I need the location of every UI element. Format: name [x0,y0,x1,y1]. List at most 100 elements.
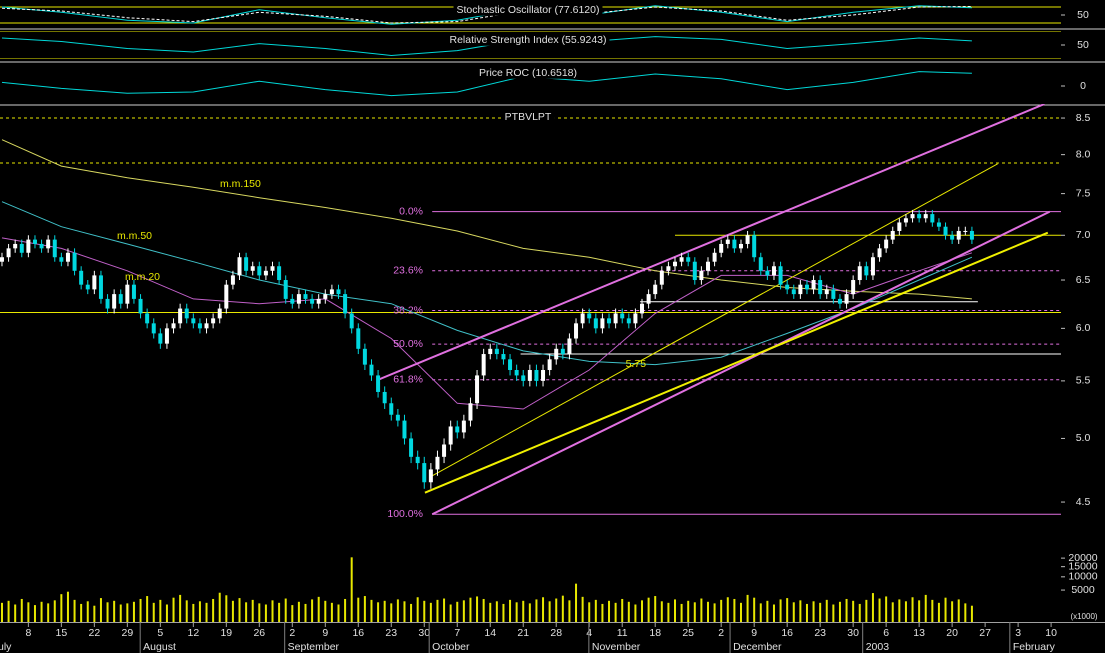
candle-body [336,289,341,295]
candle-body [798,284,803,295]
volume-bar [568,600,571,622]
volume-bar [284,598,287,622]
candle-body [804,284,809,290]
volume-bar [838,601,841,622]
candle-body [963,230,968,232]
volume-bar [264,604,267,622]
candle-body [633,313,638,324]
candle-body [303,294,308,299]
candle-body [270,266,275,271]
candle-body [349,313,354,329]
volume-bar [271,600,274,622]
volume-bar [726,597,729,622]
candle-body [936,222,941,227]
candle-body [877,248,882,258]
candle-body [395,414,400,421]
x-tick-label: 23 [385,627,397,639]
candle-body [547,359,552,371]
volume-bar [641,600,644,622]
candle-body [402,420,407,439]
candle-body [930,214,935,223]
indicator-line [1,71,972,97]
volume-bar [772,604,775,622]
x-tick-label: 29 [122,627,134,639]
volume-bar [621,598,624,622]
candle-body [237,257,242,276]
volume-bar [33,605,36,622]
candle-body [6,248,11,258]
title-bg [453,3,603,16]
candle-body [950,235,955,240]
candle-body [125,284,130,304]
volume-bar [937,602,940,622]
volume-bar [805,603,808,622]
volume-bar [357,597,360,622]
volume-bar [733,598,736,622]
candle-body [164,328,169,344]
volume-bar [746,594,749,622]
candle-body [428,469,433,483]
volume-bar [66,591,69,622]
volume-bar [482,598,485,622]
candle-body [903,218,908,223]
volume-bar [528,603,531,622]
candle-body [494,348,499,355]
volume-bar [871,593,874,622]
fib-label: 38.2% [393,304,423,316]
candle-body [870,257,875,276]
volume-bar [548,601,551,622]
volume-bar [449,604,452,622]
volume-bar [713,603,716,622]
volume-bar [291,605,294,622]
volume-bar [40,601,43,622]
volume-bar [456,601,459,622]
panel [1,71,972,97]
volume-bar [581,596,584,622]
y-tick-label: 0 [1080,80,1086,92]
candle-body [257,266,262,276]
volume-bar [251,599,254,622]
volume-bar [225,595,228,622]
volume-bar [238,598,241,622]
volume-bar [918,600,921,622]
candle-body [890,230,895,240]
volume-bar [410,603,413,622]
candle-body [884,239,889,249]
volume-bar [218,592,221,622]
volume-bar [350,557,353,622]
candle-body [620,313,625,319]
x-tick-label: 21 [517,627,529,639]
panel-title: Stochastic Oscillator (77.6120) [457,4,600,16]
volume-bar [436,599,439,622]
y-tick-label: 6.0 [1076,322,1091,334]
candle-body [171,323,176,329]
volume-bar [27,602,30,622]
candle-body [501,354,506,360]
volume-bar [509,599,512,622]
y-tick-label: 7.0 [1076,229,1091,241]
candle-body [13,243,18,249]
volume-bar [489,602,492,622]
panel [0,557,973,622]
candle-body [442,444,447,457]
unit-label: (x1000) [1070,612,1097,621]
fib-label: 0.0% [399,205,423,217]
candle-body [151,323,156,334]
volume-bar [370,599,373,622]
title-bg [475,66,581,79]
volume-bar [575,583,578,622]
ma-label: m.m.20 [125,271,160,283]
candle-body [382,391,387,404]
y-tick-label: 7.5 [1076,187,1091,199]
volume-bar [964,603,967,622]
candle-body [105,298,110,309]
candle-body [184,308,189,319]
volume-bar [654,596,657,622]
candle-body [145,313,150,324]
title-bg [446,33,610,46]
volume-bar [660,601,663,622]
volume-bar [469,597,472,622]
panel-title: PTBVLPT [505,111,552,123]
volume-bar [212,598,215,622]
